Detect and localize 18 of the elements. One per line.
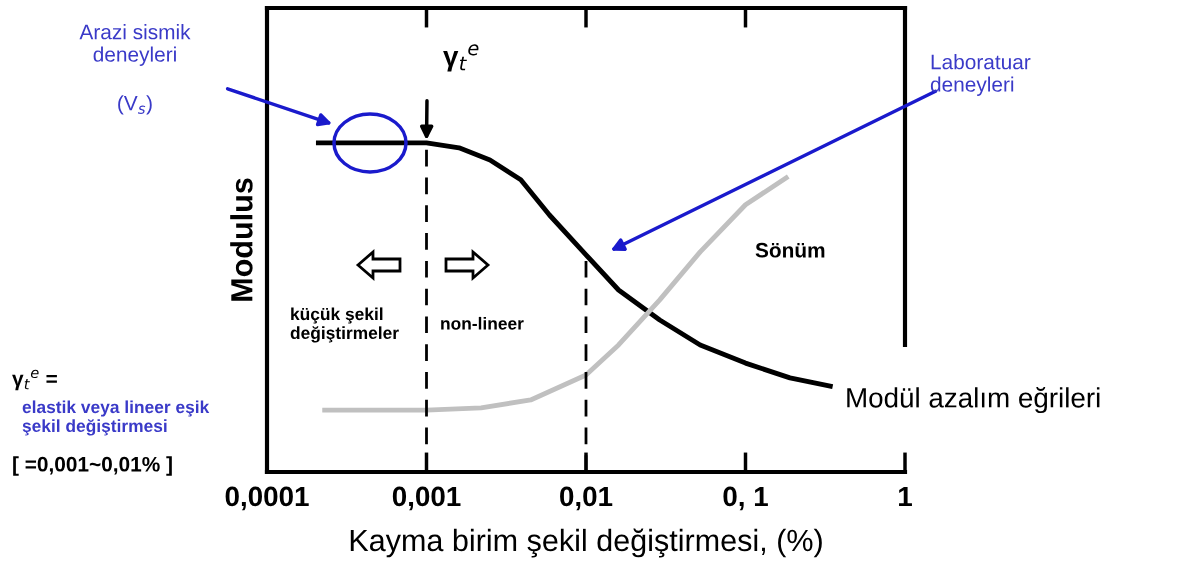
x-tick-label: 0, 1 xyxy=(723,486,768,511)
annotation: küçük şekil değiştirmeler xyxy=(290,307,399,343)
x-axis-title: Kayma birim şekil değiştirmesi, (%) xyxy=(350,528,822,558)
text: Laboratuar deneyleri xyxy=(930,54,1031,96)
text: γ$_{t}$$^{e}$ = xyxy=(12,369,57,391)
text: Arazi sismik deneyleri xyxy=(79,24,191,66)
text: elastik veya lineer eşik şekil değiştirmesi xyxy=(22,400,210,436)
y-axis-title: Modulus xyxy=(230,178,253,301)
annotation: non-lineer xyxy=(441,316,524,330)
annotation: γ$_{t}$$^{e}$ xyxy=(443,44,479,72)
x-tick-label: 1 xyxy=(899,486,912,507)
text: [ =0,001~0,01% ] xyxy=(13,456,172,476)
series-label: Modül azalım eğrileri xyxy=(847,386,1100,414)
x-tick-label: 0,001 xyxy=(392,486,461,511)
x-tick-label: 0,01 xyxy=(560,486,613,511)
series-label: Sönüm xyxy=(755,242,825,258)
x-tick-label: 0,0001 xyxy=(225,486,309,511)
text: (V$_{s}$) xyxy=(118,95,152,115)
